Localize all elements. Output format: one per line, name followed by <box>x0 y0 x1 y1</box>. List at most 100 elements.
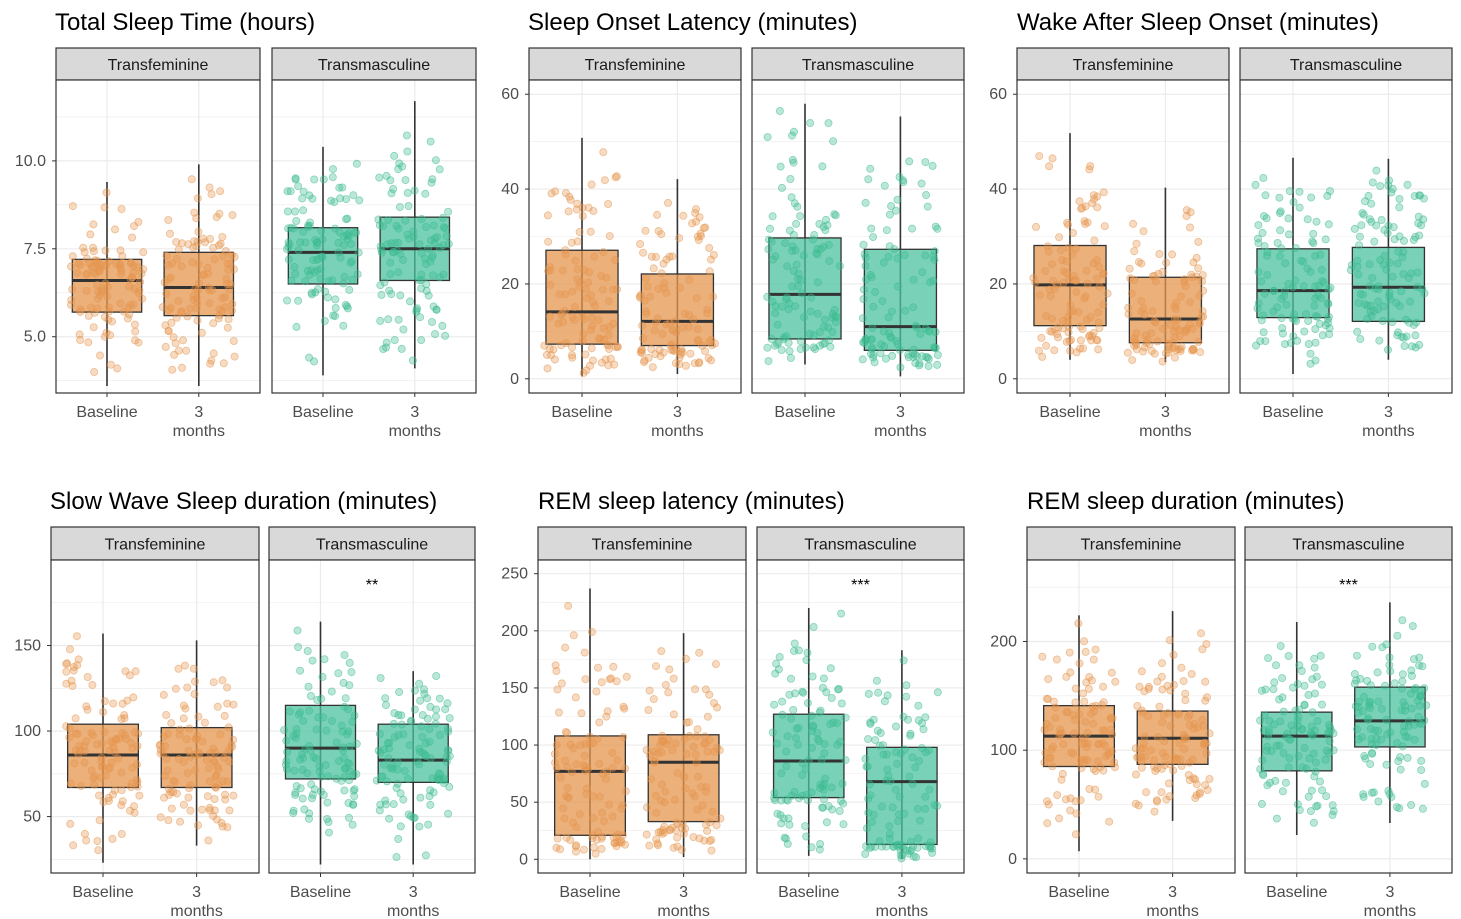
data-point <box>689 315 698 324</box>
data-point <box>86 230 95 239</box>
data-point <box>619 733 628 742</box>
data-point <box>1202 739 1211 748</box>
data-point <box>68 202 77 211</box>
data-point <box>707 356 716 365</box>
data-point <box>163 729 172 738</box>
data-point <box>304 682 313 691</box>
data-point <box>562 339 571 348</box>
data-point <box>137 269 146 278</box>
data-point <box>885 242 894 251</box>
data-point <box>1324 749 1333 758</box>
data-point <box>586 227 595 236</box>
data-point <box>651 318 660 327</box>
data-point <box>808 672 817 681</box>
data-point <box>792 734 801 743</box>
data-point <box>893 282 902 291</box>
data-point <box>605 232 614 241</box>
iqr-box <box>1260 711 1333 772</box>
data-point <box>543 364 552 373</box>
data-point <box>1306 807 1315 816</box>
data-point <box>929 252 938 261</box>
data-point <box>428 774 437 783</box>
data-point <box>334 669 343 678</box>
data-point <box>1251 180 1260 189</box>
data-point <box>1359 790 1368 799</box>
data-point <box>669 710 678 719</box>
data-point <box>1140 310 1149 319</box>
data-point <box>605 800 614 809</box>
data-point <box>665 665 674 674</box>
data-point <box>588 628 597 637</box>
data-point <box>1380 251 1389 260</box>
data-point <box>807 788 816 797</box>
data-point <box>556 845 565 854</box>
data-point <box>921 251 930 260</box>
data-point <box>882 226 891 235</box>
data-point <box>1103 289 1112 298</box>
data-point <box>381 694 390 703</box>
data-point <box>1106 725 1115 734</box>
data-point <box>426 800 435 809</box>
data-point <box>778 183 787 192</box>
data-point <box>709 292 718 301</box>
data-point <box>1317 680 1326 689</box>
data-point <box>95 791 104 800</box>
data-point <box>561 250 570 259</box>
data-point <box>694 772 703 781</box>
data-point <box>1285 230 1294 239</box>
data-point <box>930 343 939 352</box>
data-point <box>372 776 381 785</box>
data-point <box>710 699 719 708</box>
data-point <box>659 348 668 357</box>
data-point <box>545 263 554 272</box>
data-point <box>404 201 413 210</box>
data-point <box>1072 288 1081 297</box>
data-point <box>215 209 224 218</box>
data-point <box>682 718 691 727</box>
data-point <box>792 260 801 269</box>
data-point <box>205 183 214 192</box>
data-point <box>1090 236 1099 245</box>
data-point <box>594 315 603 324</box>
data-point <box>859 240 868 249</box>
data-point <box>1124 303 1133 312</box>
data-point <box>1064 220 1073 229</box>
data-point <box>345 742 354 751</box>
data-point <box>1059 740 1068 749</box>
data-point <box>1305 754 1314 763</box>
y-tick-label: 250 <box>501 566 528 583</box>
data-point <box>692 758 701 767</box>
data-point <box>670 317 679 326</box>
data-point <box>66 819 75 828</box>
data-point <box>339 678 348 687</box>
data-point <box>809 623 818 632</box>
data-point <box>576 741 585 750</box>
data-point <box>184 240 193 249</box>
data-point <box>1384 345 1393 354</box>
data-point <box>1388 272 1397 281</box>
y-tick-label: 20 <box>989 276 1007 293</box>
data-point <box>119 307 128 316</box>
data-point <box>1299 282 1308 291</box>
data-point <box>572 205 581 214</box>
data-point <box>339 753 348 762</box>
data-point <box>1414 712 1423 721</box>
data-point <box>1131 338 1140 347</box>
data-point <box>94 287 103 296</box>
data-point <box>604 199 613 208</box>
box-3-months <box>158 164 239 386</box>
data-point <box>1284 652 1293 661</box>
data-point <box>925 785 934 794</box>
data-point <box>764 235 773 244</box>
data-point <box>1053 280 1062 289</box>
data-point <box>1265 728 1274 737</box>
data-point <box>188 258 197 267</box>
data-point <box>593 735 602 744</box>
data-point <box>194 227 203 236</box>
data-point <box>861 754 870 763</box>
data-point <box>1055 233 1064 242</box>
data-point <box>227 306 236 315</box>
data-point <box>1308 708 1317 717</box>
data-point <box>323 815 332 824</box>
data-point <box>676 347 685 356</box>
